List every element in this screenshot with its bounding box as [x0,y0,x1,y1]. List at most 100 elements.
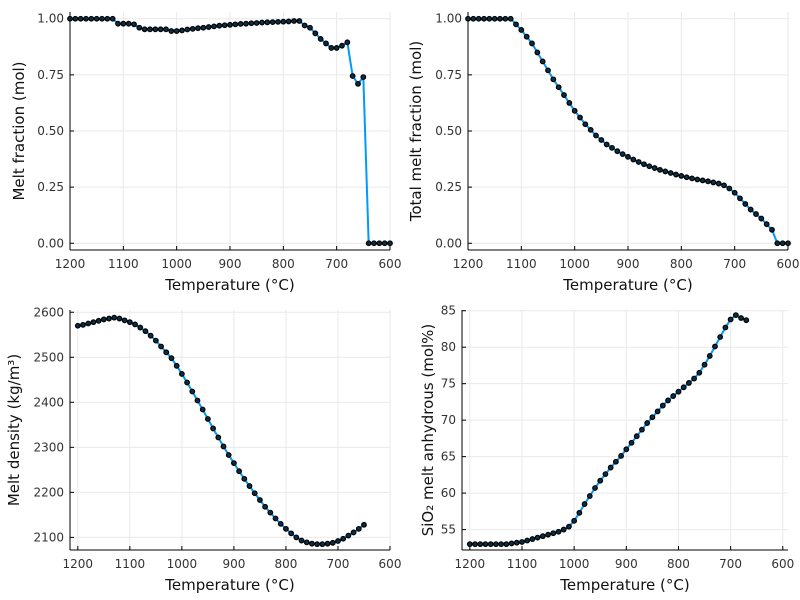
y-tick-label: 1.00 [37,12,64,26]
y-tick-label: 85 [441,304,456,318]
data-point [291,18,297,24]
data-point [307,24,313,31]
data-point [157,26,164,33]
data-point [376,240,383,247]
data-point [204,416,211,422]
data-point [641,161,647,168]
data-point [324,540,331,547]
y-tick-label: 0.75 [37,68,64,82]
x-tick-label: 700 [723,257,746,271]
data-point [106,315,112,322]
data-point [184,26,191,33]
y-tick-label: 0.75 [435,68,462,82]
data-point [727,316,734,323]
data-point [109,15,116,22]
data-point [715,180,722,187]
data-point [301,22,308,29]
data-point [680,384,687,391]
data-point [194,397,201,404]
data-point [639,426,645,433]
y-axis-label: Melt density (kg/m³) [5,354,23,506]
data-point [90,319,97,326]
data-point [518,27,525,33]
data-point [550,530,557,537]
data-point [179,27,185,34]
data-point [211,23,217,30]
y-tick-label: 0.50 [37,124,64,138]
data-point [361,521,367,528]
y-axis-label: SiO₂ melt anhydrous (mol%) [419,324,437,537]
data-point [683,174,690,181]
x-tick-label: 600 [379,257,402,271]
data-point [665,397,671,404]
data-point [220,443,227,450]
data-point [710,179,717,186]
data-point [141,26,148,33]
data-point [717,334,724,340]
data-point [275,18,281,25]
data-point [614,148,621,155]
y-tick-label: 0.00 [435,236,462,250]
data-point [619,151,626,158]
data-point [230,460,237,467]
data-point [673,171,679,178]
data-point [216,22,223,29]
x-tick-label: 600 [777,257,800,271]
data-point [539,58,546,65]
data-point [136,24,143,31]
data-point [491,15,498,22]
data-point [649,414,656,421]
data-point [173,362,180,369]
x-axis-label: Temperature (°C) [164,576,294,594]
data-point [345,532,352,539]
data-point [200,24,207,31]
data-point [470,15,477,22]
data-point [534,49,541,56]
data-point [111,314,118,321]
data-point [722,324,729,331]
data-point [142,328,149,335]
data-point [147,332,154,339]
data-point [466,541,473,548]
data-point [272,515,279,522]
data-point [513,21,519,28]
data-point [502,15,509,22]
data-point [137,324,144,331]
x-tick-label: 1100 [506,257,537,271]
data-point [329,539,336,546]
data-point [95,317,102,324]
data-point [747,206,754,213]
data-point [577,114,583,121]
chart-panel-3: 1200 1100 1000 900 800 700 600 2100 2200 2300 2400… [5,305,401,594]
data-point [262,503,269,510]
data-point [88,15,95,22]
y-tick-label: 75 [441,377,456,391]
data-point [539,533,546,540]
data-point [241,475,248,482]
data-point [120,20,127,27]
y-tick-label: 2100 [33,530,64,544]
data-point [293,534,300,541]
chart-panel-1: 1200 1100 1000 900 800 700 600 0.00 0.25 0.50 0.75… [10,12,401,294]
data-point [253,20,260,26]
data-point [545,531,551,538]
data-point [686,380,692,386]
x-tick-label: 1100 [108,257,139,271]
data-point [115,20,121,27]
data-point [100,316,107,323]
data-point [163,26,169,33]
data-point [555,528,562,535]
x-tick-label: 1200 [55,257,86,271]
data-point [503,541,510,548]
data-point [280,18,287,25]
data-point [227,21,233,28]
data-point [259,19,265,26]
data-point [349,73,356,79]
x-tick-label: 900 [222,557,245,571]
data-point [726,185,733,192]
data-point [237,21,244,27]
data-point [497,15,503,22]
y-tick-label: 70 [441,413,456,427]
data-point [85,320,92,327]
data-point [699,177,706,184]
